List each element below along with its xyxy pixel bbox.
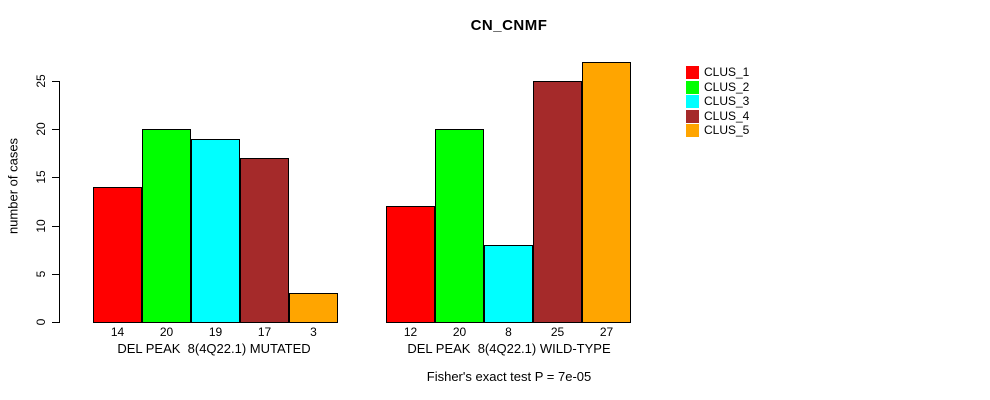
bar-value-clus_1-group1: 14 — [110, 325, 125, 339]
y-tick-5 — [52, 274, 59, 275]
y-tick-label-0: 0 — [34, 318, 48, 326]
y-tick-10 — [52, 226, 59, 227]
legend-swatch-clus_5 — [686, 124, 699, 137]
legend-swatch-clus_4 — [686, 109, 699, 123]
bar-value-clus_1-group2: 12 — [403, 325, 418, 339]
bar-value-clus_2-group1: 20 — [159, 325, 174, 339]
bar-value-clus_3-group2: 8 — [505, 325, 512, 339]
y-tick-0 — [52, 322, 59, 323]
legend-label-clus_5: CLUS_5 — [704, 123, 750, 137]
chart-title: CN_CNMF — [470, 17, 548, 34]
y-axis-title: number of cases — [5, 137, 21, 235]
legend-swatch-clus_1 — [686, 66, 699, 79]
y-tick-label-5: 5 — [34, 270, 48, 278]
y-tick-label-15: 15 — [34, 170, 48, 184]
y-tick-label-25: 25 — [34, 74, 48, 88]
legend-label-clus_2: CLUS_2 — [704, 79, 750, 94]
bar-clus_3-group2 — [484, 245, 533, 323]
bar-value-clus_3-group1: 19 — [208, 325, 223, 339]
bar-clus_1-group1 — [93, 187, 142, 323]
fisher-test-annotation: Fisher's exact test P = 7e-05 — [426, 369, 592, 384]
bar-clus_4-group2 — [533, 81, 582, 323]
bar-value-clus_4-group1: 17 — [257, 325, 272, 339]
legend-item-clus_4: CLUS_4 — [686, 108, 750, 123]
y-tick-25 — [52, 81, 59, 82]
bar-clus_2-group1 — [142, 129, 191, 323]
bar-clus_5-group1 — [289, 293, 338, 323]
legend-label-clus_3: CLUS_3 — [704, 94, 750, 108]
bar-value-clus_5-group1: 3 — [310, 325, 317, 339]
legend-label-clus_1: CLUS_1 — [704, 65, 750, 79]
legend-swatch-clus_2 — [686, 80, 699, 94]
bar-clus_4-group1 — [240, 158, 289, 323]
y-tick-label-10: 10 — [34, 219, 48, 233]
group-label-mutated: DEL PEAK 8(4Q22.1) MUTATED — [117, 341, 311, 356]
bar-clus_3-group1 — [191, 139, 240, 323]
legend-swatch-clus_3 — [686, 95, 699, 108]
y-tick-20 — [52, 129, 59, 130]
bar-clus_5-group2 — [582, 62, 631, 323]
legend-item-clus_2: CLUS_2 — [686, 79, 750, 94]
bar-value-clus_5-group2: 27 — [599, 325, 614, 339]
legend-item-clus_3: CLUS_3 — [686, 95, 749, 108]
y-tick-label-20: 20 — [34, 122, 48, 136]
y-axis-line — [59, 81, 60, 323]
legend-item-clus_5: CLUS_5 — [686, 124, 749, 137]
bar-clus_1-group2 — [386, 206, 435, 323]
y-tick-15 — [52, 177, 59, 178]
bar-value-clus_2-group2: 20 — [452, 325, 467, 339]
legend-label-clus_4: CLUS_4 — [704, 108, 750, 123]
bar-value-clus_4-group2: 25 — [550, 325, 565, 339]
bar-clus_2-group2 — [435, 129, 484, 323]
group-label-wild-type: DEL PEAK 8(4Q22.1) WILD-TYPE — [407, 341, 611, 356]
legend-item-clus_1: CLUS_1 — [686, 66, 749, 79]
